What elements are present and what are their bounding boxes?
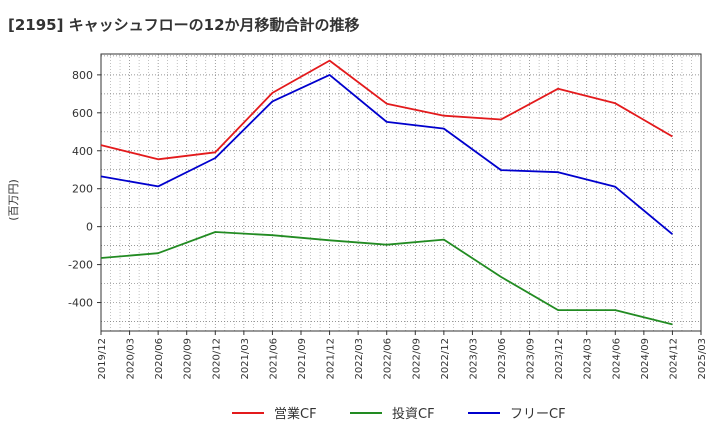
series-line-2 xyxy=(100,74,673,235)
x-tick-label: 2023/12 xyxy=(554,338,565,380)
x-tick-label: 2024/09 xyxy=(640,338,651,380)
x-tick-label: 2019/12 xyxy=(97,338,108,380)
x-tick-label: 2022/03 xyxy=(354,338,365,380)
x-tick-label: 2022/09 xyxy=(411,338,422,380)
legend: 営業CF 投資CF フリーCF xyxy=(232,406,566,422)
series-layer xyxy=(100,59,673,326)
x-tick-label: 2023/06 xyxy=(497,338,508,380)
y-tick-label: 800 xyxy=(72,69,93,82)
x-tick-label: 2020/06 xyxy=(154,338,165,380)
legend-label-2: フリーCF xyxy=(510,407,566,422)
x-tick-label: 2023/03 xyxy=(468,338,479,380)
chart-title: [2195] キャッシュフローの12か月移動合計の推移 xyxy=(8,16,360,34)
legend-label-0: 営業CF xyxy=(274,406,317,422)
y-tick-label: -200 xyxy=(68,259,93,272)
series-line-0 xyxy=(100,59,673,161)
x-tick-label: 2020/03 xyxy=(126,338,137,380)
plot-area xyxy=(101,54,701,331)
y-tick-label: 0 xyxy=(86,221,93,234)
plot-frame xyxy=(100,53,702,332)
y-tick-label: 600 xyxy=(72,107,93,120)
x-tick-label: 2020/12 xyxy=(211,338,222,380)
x-tick-label: 2022/12 xyxy=(440,338,451,380)
y-tick-label: 400 xyxy=(72,145,93,158)
x-tick-label: 2022/06 xyxy=(383,338,394,380)
grid-layer xyxy=(100,54,702,331)
x-tick-label: 2021/06 xyxy=(268,338,279,380)
y-axis-label: (百万円) xyxy=(7,179,20,221)
x-tick-label: 2021/03 xyxy=(240,338,251,380)
x-tick-label: 2023/09 xyxy=(526,338,537,380)
y-tick-label: 200 xyxy=(72,183,93,196)
y-tick-label: -400 xyxy=(68,297,93,310)
legend-label-1: 投資CF xyxy=(392,406,435,422)
x-tick-label: 2021/09 xyxy=(297,338,308,380)
x-tick-label: 2025/03 xyxy=(697,338,708,380)
series-line-1 xyxy=(100,231,673,326)
axis-layer: -400 -200 0 200 400 600 800 2019/12 2020/03 2020/… xyxy=(68,53,708,380)
x-tick-label: 2021/12 xyxy=(326,338,337,380)
x-tick-label: 2024/06 xyxy=(611,338,622,380)
x-tick-label: 2024/12 xyxy=(668,338,679,380)
x-tick-label: 2024/03 xyxy=(583,338,594,380)
x-tick-label: 2020/09 xyxy=(183,338,194,380)
